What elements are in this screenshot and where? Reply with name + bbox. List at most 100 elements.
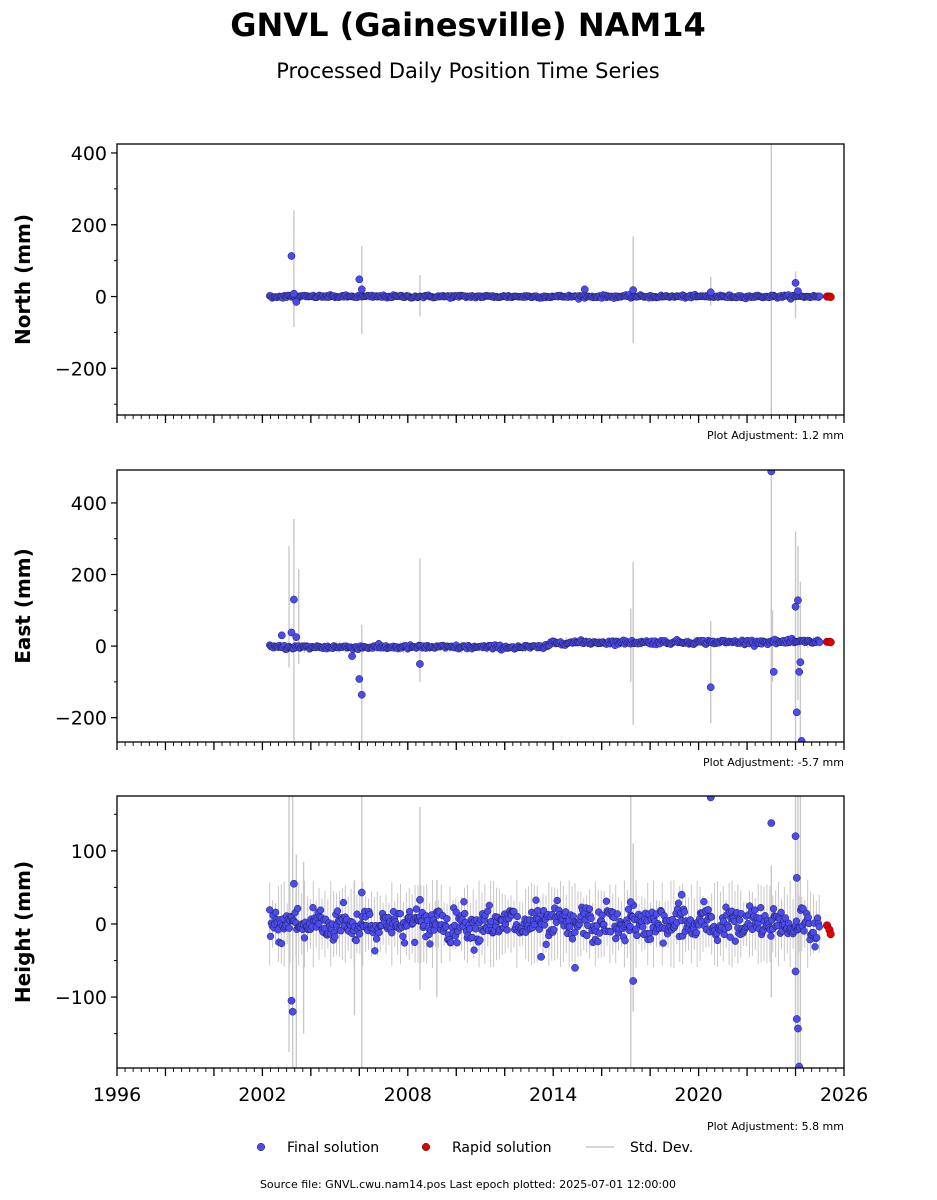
final-point bbox=[443, 915, 451, 923]
final-point bbox=[355, 930, 364, 938]
final-point bbox=[692, 928, 700, 937]
final-point bbox=[769, 668, 778, 676]
final-point bbox=[309, 903, 317, 912]
final-point bbox=[580, 285, 589, 294]
plot-area bbox=[266, 796, 835, 1068]
x-tick-label: 2002 bbox=[238, 1084, 286, 1106]
final-point bbox=[795, 668, 804, 676]
final-point bbox=[550, 926, 558, 934]
x-tick-label: 2026 bbox=[820, 1084, 868, 1106]
final-point bbox=[706, 796, 715, 802]
final-point bbox=[602, 897, 611, 905]
final-point bbox=[372, 935, 381, 943]
final-point bbox=[537, 953, 545, 961]
plot-adjustment: Plot Adjustment: 5.8 mm bbox=[707, 1120, 844, 1133]
final-point bbox=[587, 914, 595, 923]
final-point bbox=[700, 898, 708, 906]
final-point bbox=[292, 633, 301, 641]
final-point bbox=[568, 935, 577, 943]
final-point bbox=[781, 914, 790, 922]
final-point bbox=[375, 928, 383, 937]
final-point bbox=[287, 628, 296, 637]
final-point bbox=[767, 932, 775, 940]
final-point bbox=[426, 940, 434, 948]
final-point bbox=[804, 913, 812, 921]
final-point bbox=[629, 977, 638, 985]
y-tick-label: 400 bbox=[71, 493, 107, 515]
final-point bbox=[726, 933, 734, 941]
x-tick-label: 2014 bbox=[529, 1084, 577, 1106]
y-axis-label: North (mm) bbox=[11, 214, 35, 345]
final-point bbox=[791, 602, 800, 611]
final-point bbox=[791, 279, 800, 287]
final-point bbox=[333, 907, 342, 915]
legend-item: Final solution bbox=[256, 1140, 379, 1156]
plot-adjustment: Plot Adjustment: -5.7 mm bbox=[703, 756, 844, 769]
legend-item: Rapid solution bbox=[421, 1140, 552, 1156]
y-tick-label: 200 bbox=[71, 215, 107, 237]
final-point bbox=[811, 943, 819, 951]
final-point bbox=[532, 896, 540, 904]
final-point bbox=[794, 596, 802, 605]
final-point bbox=[355, 675, 364, 683]
final-point bbox=[294, 904, 302, 913]
final-point bbox=[792, 917, 801, 925]
final-point bbox=[453, 939, 461, 947]
final-point bbox=[461, 909, 469, 918]
final-point bbox=[411, 938, 419, 947]
final-point bbox=[767, 819, 776, 827]
final-point bbox=[706, 288, 715, 297]
final-point bbox=[503, 926, 511, 934]
final-point bbox=[288, 1007, 297, 1016]
rapid-point bbox=[826, 638, 835, 647]
legend-item: Std. Dev. bbox=[586, 1140, 693, 1156]
final-point bbox=[757, 903, 765, 912]
y-tick-label: −100 bbox=[55, 987, 107, 1009]
final-point bbox=[300, 934, 309, 942]
x-tick-label: 1996 bbox=[93, 1084, 141, 1106]
final-point bbox=[412, 905, 421, 913]
final-point bbox=[366, 910, 374, 919]
final-point bbox=[777, 908, 785, 917]
final-point bbox=[405, 907, 414, 916]
panel-2: 400 200 0 −200 East (mm) Plot Adjustment: -5.… bbox=[11, 469, 845, 769]
final-point bbox=[707, 913, 716, 921]
rapid-point bbox=[826, 930, 835, 939]
final-point bbox=[797, 737, 806, 742]
final-point bbox=[613, 910, 622, 918]
final-point bbox=[674, 899, 683, 907]
legend-label: Final solution bbox=[287, 1140, 379, 1156]
final-point bbox=[583, 931, 591, 940]
y-tick-label: 0 bbox=[95, 636, 107, 658]
final-point bbox=[606, 928, 615, 936]
final-point bbox=[400, 939, 409, 947]
final-point bbox=[816, 292, 824, 300]
final-point bbox=[633, 931, 641, 940]
final-point bbox=[277, 631, 286, 640]
final-point bbox=[472, 925, 480, 933]
final-point bbox=[553, 896, 561, 905]
final-point bbox=[348, 652, 356, 660]
final-point bbox=[285, 924, 293, 932]
y-tick-label: 200 bbox=[71, 565, 107, 587]
plot-area bbox=[266, 470, 835, 742]
figure-subtitle: Processed Daily Position Time Series bbox=[276, 59, 660, 83]
rapid-point bbox=[826, 292, 835, 301]
final-point bbox=[639, 923, 647, 931]
final-point bbox=[266, 932, 275, 941]
final-point bbox=[315, 920, 323, 928]
final-point bbox=[416, 895, 424, 904]
final-point bbox=[542, 940, 550, 949]
final-point bbox=[287, 996, 296, 1005]
final-point bbox=[339, 898, 348, 907]
y-axis-label: East (mm) bbox=[11, 548, 35, 664]
final-point bbox=[331, 933, 339, 941]
final-point bbox=[626, 898, 635, 906]
legend: Final solution Rapid solution Std. Dev. bbox=[256, 1140, 693, 1156]
final-point bbox=[290, 595, 298, 604]
final-point bbox=[792, 1015, 801, 1023]
final-point bbox=[621, 937, 629, 945]
final-point bbox=[769, 905, 778, 913]
final-point bbox=[794, 287, 802, 296]
x-tick-label: 2020 bbox=[674, 1084, 722, 1106]
